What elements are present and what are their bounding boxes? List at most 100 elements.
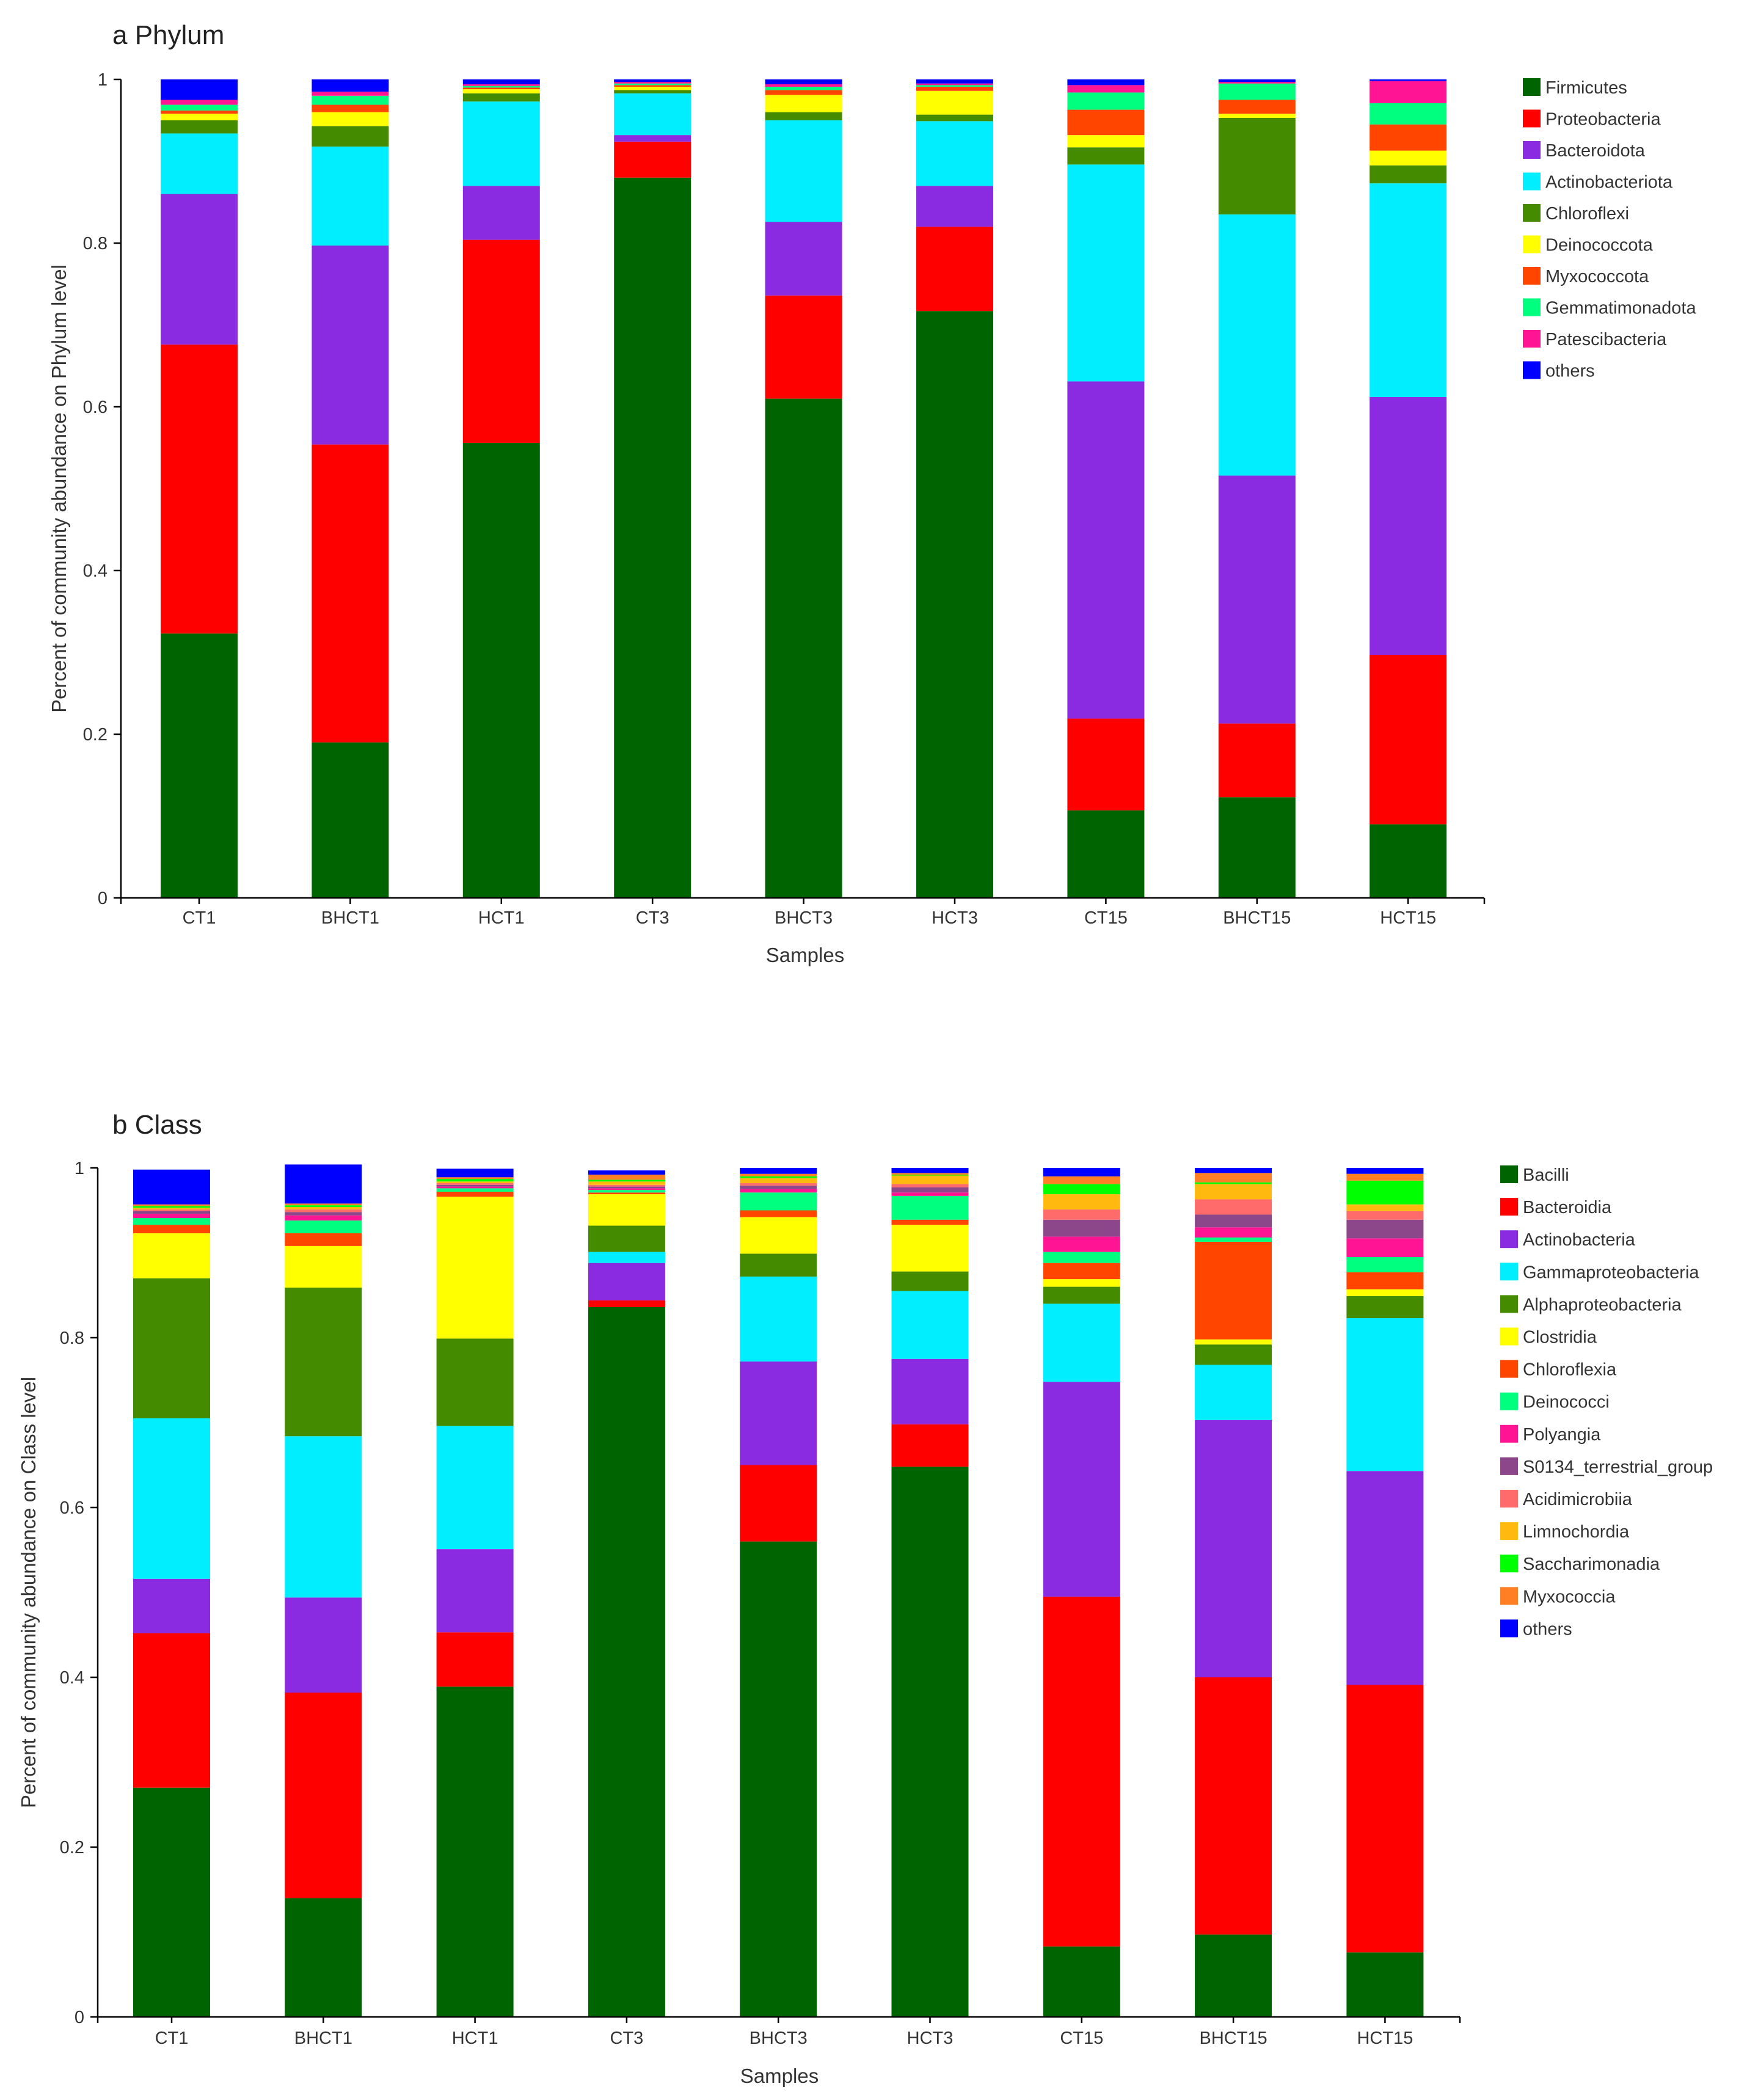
legend-label: Polyangia — [1523, 1425, 1601, 1445]
bar-segment-others-ct3 — [614, 79, 691, 82]
x-tick-label: HCT3 — [907, 2029, 954, 2048]
y-tick-label: 0.4 — [60, 1668, 84, 1688]
bar-segment-actinobacteria-bhct15 — [1195, 1420, 1272, 1677]
bar-segment-firmicutes-ct15 — [1067, 810, 1145, 898]
legend-swatch — [1523, 204, 1541, 222]
bar-stack-HCT3 — [916, 79, 993, 899]
bar-segment-acidimicrobiia-bhct15 — [1195, 1199, 1272, 1215]
bar-segment-s0134-terrestrial-group-bhct3 — [740, 1186, 817, 1189]
legend-item: Gemmatimonadota — [1523, 298, 1696, 318]
bar-segment-s0134-terrestrial-group-hct1 — [436, 1184, 514, 1187]
bar-segment-deinococcota-bhct1 — [312, 112, 389, 126]
bar-segment-actinobacteria-bhct3 — [740, 1361, 817, 1465]
bar-segment-myxococcia-hct15 — [1346, 1173, 1424, 1181]
bar-segment-gammaproteobacteria-bhct15 — [1195, 1365, 1272, 1420]
bar-segment-limnochordia-hct3 — [891, 1175, 969, 1184]
bar-segment-actinobacteriota-bhct1 — [312, 146, 389, 246]
bar-segment-acidimicrobiia-ct3 — [588, 1184, 665, 1187]
bar-segment-actinobacteria-ct3 — [588, 1263, 665, 1300]
bar-stack-BHCT15 — [1218, 79, 1296, 898]
bar-segment-gammaproteobacteria-hct15 — [1346, 1318, 1424, 1471]
legend-item: Deinococcota — [1523, 235, 1654, 255]
bar-segment-bacteroidia-hct15 — [1346, 1685, 1424, 1953]
legend-swatch — [1500, 1522, 1518, 1540]
bar-segment-actinobacteriota-hct3 — [916, 121, 993, 186]
bar-segment-saccharimonadia-ct15 — [1043, 1184, 1120, 1195]
legend-item: Limnochordia — [1500, 1522, 1630, 1542]
bar-segment-others-bhct1 — [285, 1164, 362, 1204]
legend-item: Saccharimonadia — [1500, 1555, 1660, 1574]
legend-item: others — [1523, 361, 1595, 381]
bar-segment-clostridia-bhct1 — [285, 1245, 362, 1288]
legend-item: Proteobacteria — [1523, 109, 1661, 129]
x-tick-label: BHCT3 — [775, 908, 833, 928]
bar-segment-polyangia-hct1 — [436, 1186, 514, 1189]
bar-segment-gemmatimonadota-ct3 — [614, 83, 691, 86]
bar-segment-gammaproteobacteria-ct15 — [1043, 1303, 1120, 1382]
bar-segment-proteobacteria-hct15 — [1370, 655, 1447, 825]
bar-segment-myxococcota-hct15 — [1370, 124, 1447, 151]
legend-item: Gammaproteobacteria — [1500, 1263, 1699, 1282]
bar-segment-myxococcia-ct3 — [588, 1175, 665, 1180]
bar-segment-actinobacteria-ct1 — [133, 1578, 210, 1633]
bar-segment-others-ct1 — [161, 79, 238, 100]
bar-segment-actinobacteriota-hct15 — [1370, 183, 1447, 397]
bar-segment-myxococcia-ct1 — [133, 1204, 210, 1206]
legend: Bacilli Bacteroidia Actinobacteria Gammapro… — [1500, 1165, 1713, 1639]
bar-segment-proteobacteria-bhct3 — [765, 295, 842, 399]
bar-segment-patescibacteria-hct15 — [1370, 81, 1447, 103]
bar-segment-gammaproteobacteria-bhct3 — [740, 1276, 817, 1362]
bar-segment-clostridia-hct15 — [1346, 1289, 1424, 1296]
bar-segment-deinococci-hct1 — [436, 1188, 514, 1192]
bar-segment-firmicutes-bhct1 — [312, 742, 389, 898]
legend-swatch — [1500, 1619, 1518, 1638]
bar-segment-myxococcota-hct3 — [916, 87, 993, 91]
legend-label: others — [1523, 1619, 1572, 1639]
bar-segment-clostridia-bhct3 — [740, 1217, 817, 1254]
legend-item: Clostridia — [1500, 1327, 1597, 1347]
bar-segment-gammaproteobacteria-hct3 — [891, 1291, 969, 1359]
bar-segment-actinobacteria-hct15 — [1346, 1471, 1424, 1685]
legend-label: Myxococcota — [1545, 267, 1649, 286]
bar-segment-patescibacteria-hct1 — [462, 84, 540, 86]
x-tick-label: CT15 — [1060, 2029, 1103, 2048]
bar-segment-acidimicrobiia-hct15 — [1346, 1211, 1424, 1220]
legend-label: Actinobacteriota — [1545, 173, 1673, 192]
bar-segment-firmicutes-bhct15 — [1218, 797, 1296, 898]
bar-segment-deinococcota-bhct3 — [765, 95, 842, 112]
legend-label: Proteobacteria — [1545, 110, 1661, 129]
bar-segment-bacteroidota-hct3 — [916, 186, 993, 227]
legend-item: Myxococcota — [1523, 267, 1649, 286]
bar-segment-others-bhct1 — [312, 79, 389, 92]
legend-item: Bacteroidia — [1500, 1198, 1612, 1217]
x-tick-label: HCT15 — [1380, 908, 1436, 928]
y-tick-label: 0.6 — [83, 398, 108, 417]
bar-segment-deinococcota-hct1 — [462, 89, 540, 93]
x-tick-label: HCT1 — [478, 908, 525, 928]
bar-stack-CT15 — [1043, 1168, 1120, 2017]
bar-segment-proteobacteria-hct1 — [462, 239, 540, 443]
legend-swatch — [1523, 141, 1541, 159]
legend-item: Actinobacteriota — [1523, 172, 1673, 192]
bar-stack-HCT1 — [462, 79, 540, 898]
bar-segment-firmicutes-hct3 — [916, 311, 993, 899]
bar-segment-deinococci-ct3 — [588, 1190, 665, 1193]
bar-segment-others-ct15 — [1043, 1168, 1120, 1176]
bar-segment-firmicutes-hct1 — [462, 442, 540, 898]
legend-label: Deinococci — [1523, 1393, 1610, 1412]
legend-item: Myxococcia — [1500, 1587, 1616, 1606]
bar-segment-limnochordia-hct1 — [436, 1181, 514, 1184]
bar-segment-clostridia-ct3 — [588, 1194, 665, 1226]
bar-segment-s0134-terrestrial-group-hct15 — [1346, 1219, 1424, 1239]
bar-stack-HCT15 — [1346, 1168, 1424, 2017]
y-tick-label: 0 — [75, 2008, 84, 2027]
chart-panel-class: b Class CT1 BHCT1 HCT1 CT3 BHCT3 HCT3 CT15 BHCT1… — [17, 1110, 1713, 2087]
legend-label: Gemmatimonadota — [1545, 299, 1696, 318]
y-tick-label: 1 — [98, 70, 108, 90]
legend-swatch — [1500, 1360, 1518, 1378]
x-tick-label: BHCT1 — [321, 908, 379, 928]
bar-segment-polyangia-bhct3 — [740, 1189, 817, 1193]
legend-label: Bacteroidota — [1545, 141, 1646, 161]
bar-segment-clostridia-hct1 — [436, 1197, 514, 1339]
x-tick-label: BHCT1 — [294, 2029, 352, 2048]
